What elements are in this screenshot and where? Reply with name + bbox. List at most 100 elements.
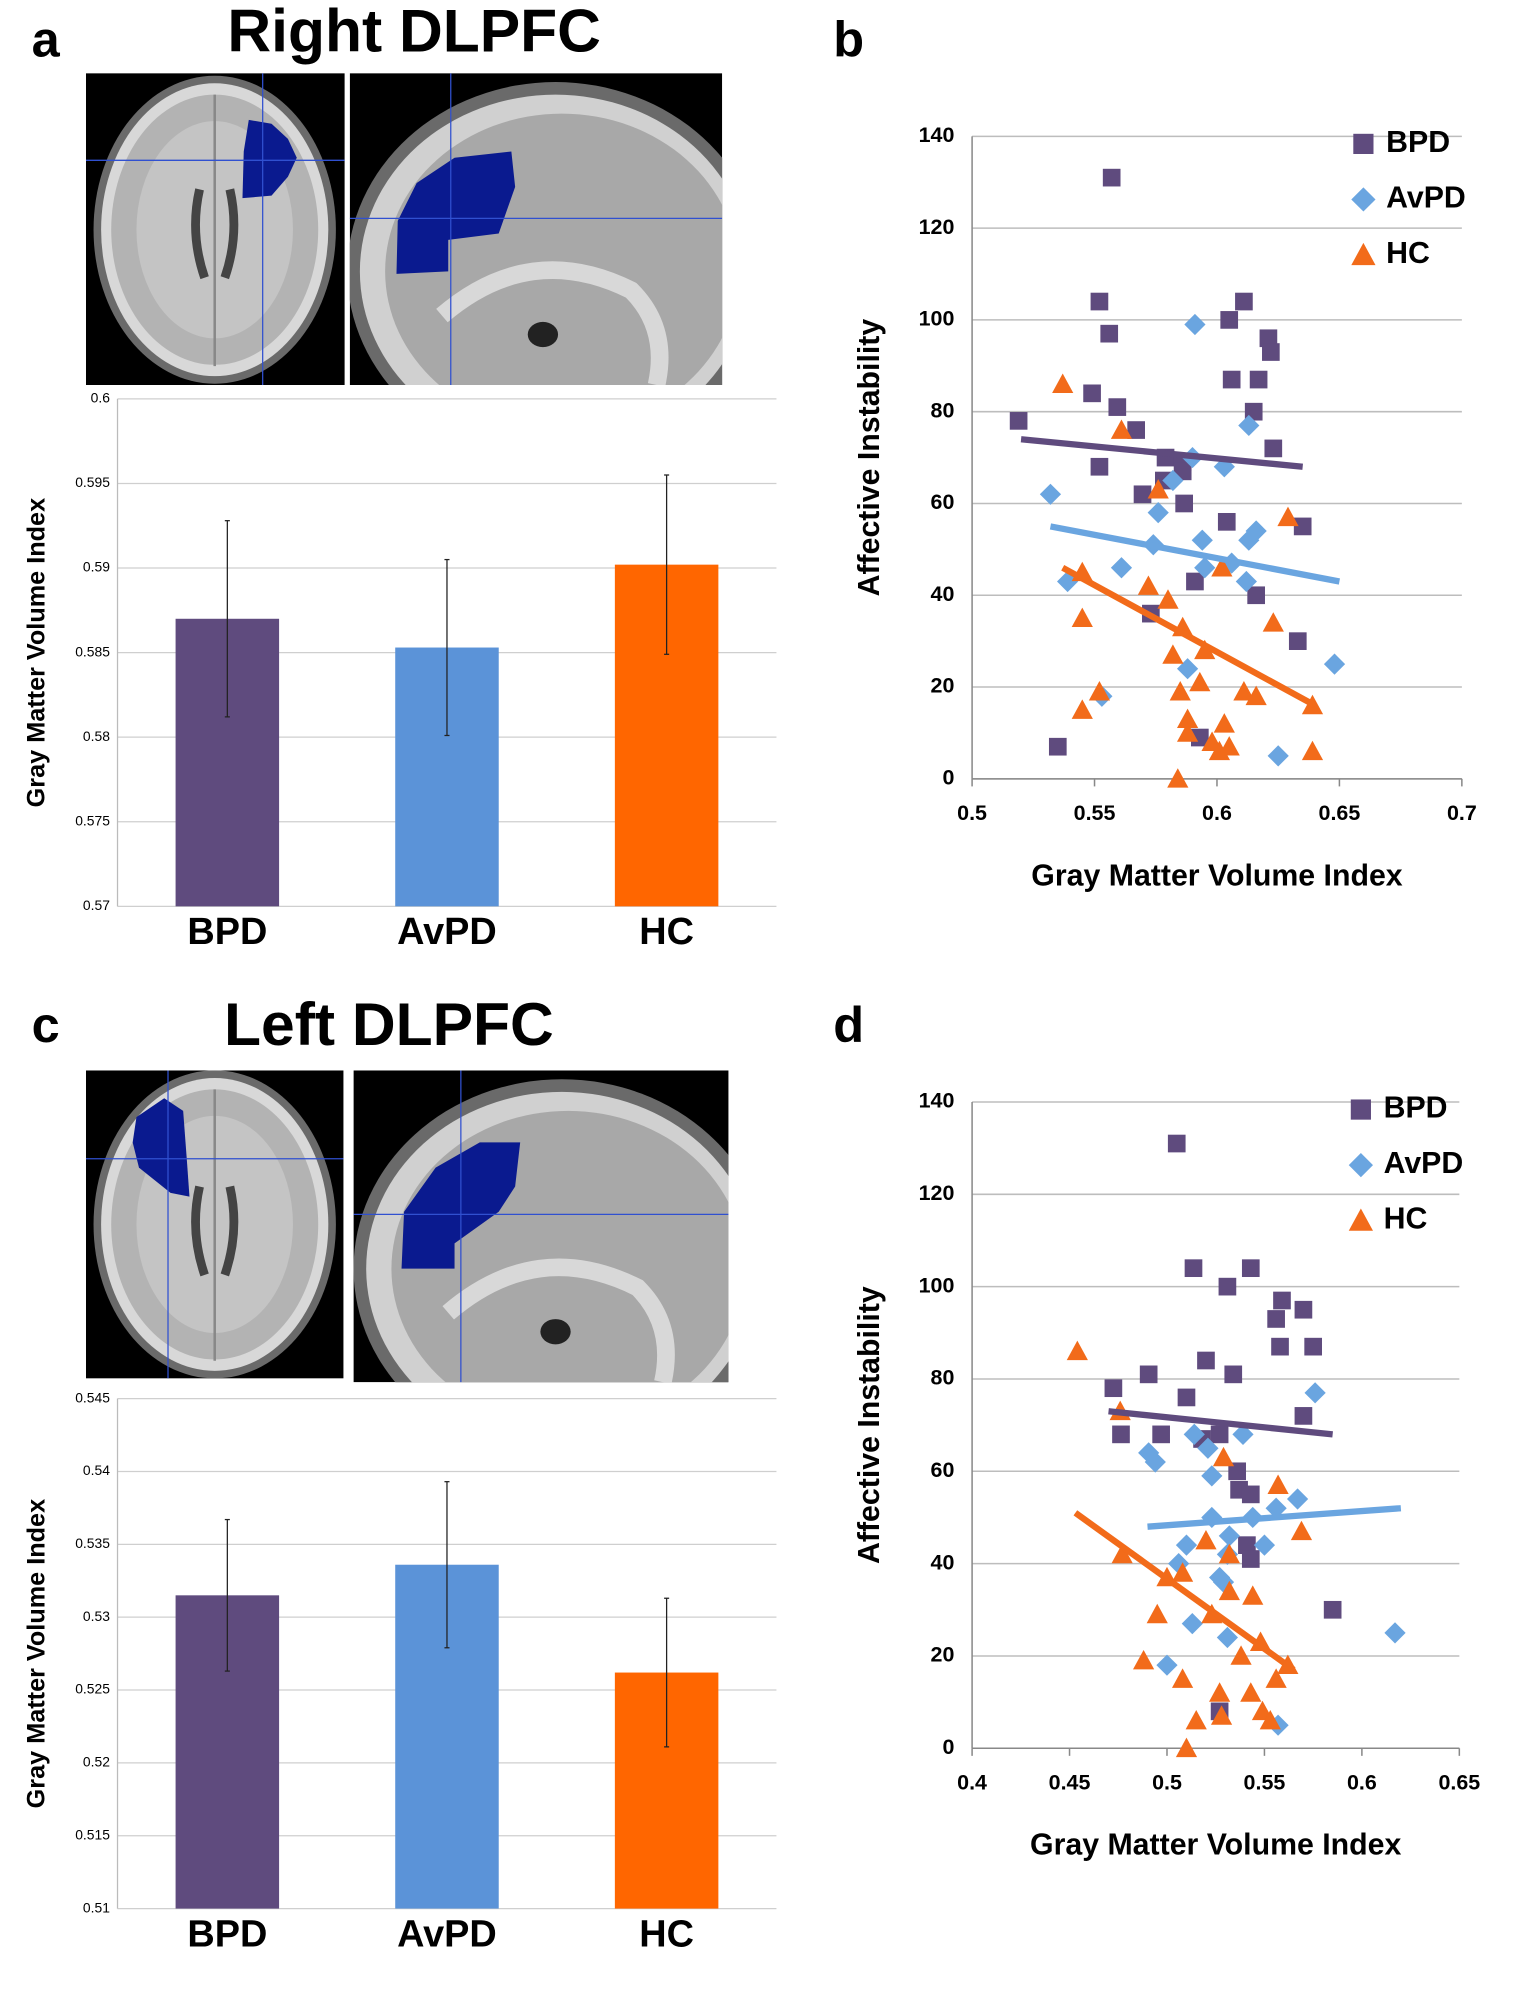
diamond-marker bbox=[1232, 1423, 1254, 1445]
square-marker bbox=[1090, 292, 1109, 311]
diamond-marker bbox=[1348, 1152, 1373, 1178]
square-marker bbox=[1249, 370, 1268, 389]
triangle-marker bbox=[1171, 1562, 1194, 1582]
legend-label: BPD bbox=[1384, 1092, 1448, 1125]
square-marker bbox=[1139, 1365, 1158, 1384]
triangle-marker bbox=[1066, 1340, 1088, 1361]
diamond-marker bbox=[1209, 1566, 1231, 1589]
triangle-marker bbox=[1185, 1709, 1207, 1730]
square-marker bbox=[1262, 343, 1280, 361]
square-marker bbox=[1186, 572, 1204, 591]
diamond-marker bbox=[1304, 1382, 1326, 1404]
triangle-marker bbox=[1277, 506, 1299, 527]
diamond-marker bbox=[1056, 570, 1079, 593]
y-tick-label: 100 bbox=[919, 307, 955, 331]
square-marker bbox=[1112, 1425, 1130, 1444]
square-marker bbox=[1133, 485, 1152, 504]
square-marker bbox=[1241, 1485, 1260, 1504]
square-marker bbox=[1294, 1407, 1313, 1425]
triangle-marker bbox=[1137, 575, 1160, 595]
x-tick-label: HC bbox=[639, 911, 694, 953]
triangle-marker bbox=[1132, 1649, 1155, 1670]
y-tick-label: 40 bbox=[931, 582, 955, 606]
diamond-marker bbox=[1267, 745, 1289, 767]
diamond-marker bbox=[1238, 529, 1260, 551]
square-marker bbox=[1100, 324, 1119, 343]
x-axis-label: Gray Matter Volume Index bbox=[1031, 859, 1402, 892]
square-marker bbox=[1228, 1462, 1246, 1481]
y-tick-label: 0.54 bbox=[83, 1462, 110, 1478]
triangle-marker bbox=[1171, 1668, 1194, 1688]
x-tick-label: AvPD bbox=[397, 911, 497, 953]
triangle-marker bbox=[1176, 722, 1199, 742]
diamond-marker bbox=[1191, 529, 1213, 551]
sagittal-brain-image bbox=[353, 1070, 729, 1383]
triangle-marker bbox=[1218, 1543, 1240, 1564]
diamond-marker bbox=[1138, 1442, 1160, 1464]
square-marker bbox=[1184, 1259, 1203, 1278]
triangle-marker bbox=[1147, 479, 1169, 499]
triangle-marker bbox=[1213, 713, 1235, 733]
diamond-marker bbox=[1168, 1553, 1190, 1575]
triangle-marker bbox=[1052, 373, 1074, 393]
y-tick-label: 0 bbox=[942, 1735, 954, 1759]
diamond-marker bbox=[1175, 1534, 1198, 1556]
diamond-marker bbox=[1194, 557, 1216, 579]
x-tick-label: 0.7 bbox=[1447, 801, 1477, 825]
y-tick-label: 0.58 bbox=[83, 728, 110, 744]
axial-brain-image bbox=[85, 1070, 344, 1379]
square-marker bbox=[1210, 1425, 1229, 1444]
x-tick-label: 0.4 bbox=[957, 1770, 987, 1794]
diamond-marker bbox=[1235, 570, 1257, 593]
sagittal-brain-image bbox=[349, 73, 723, 385]
diamond-marker bbox=[1253, 1534, 1276, 1556]
square-marker bbox=[1288, 632, 1307, 650]
square-marker bbox=[1267, 1310, 1285, 1328]
square-marker bbox=[1350, 1099, 1371, 1120]
square-marker bbox=[1152, 1425, 1170, 1444]
triangle-marker bbox=[1189, 671, 1211, 692]
square-marker bbox=[1224, 1365, 1243, 1384]
panel-label: b bbox=[833, 10, 864, 67]
square-marker bbox=[1294, 1300, 1313, 1319]
square-marker bbox=[1304, 1337, 1322, 1356]
square-marker bbox=[1177, 1388, 1196, 1407]
diamond-marker bbox=[1384, 1622, 1406, 1644]
square-marker bbox=[1271, 1337, 1289, 1356]
y-tick-label: 0.53 bbox=[83, 1608, 110, 1624]
x-tick-label: 0.6 bbox=[1202, 801, 1232, 825]
y-tick-label: 0.52 bbox=[83, 1754, 110, 1770]
y-axis-label: Affective Instability bbox=[853, 1286, 886, 1564]
square-marker bbox=[1217, 512, 1236, 531]
triangle-marker bbox=[1212, 1446, 1235, 1467]
triangle-marker bbox=[1167, 768, 1189, 788]
triangle-marker bbox=[1262, 612, 1284, 632]
square-marker bbox=[1102, 168, 1121, 187]
y-tick-label: 0.575 bbox=[75, 812, 110, 828]
triangle-marker bbox=[1169, 681, 1191, 701]
y-tick-label: 0.535 bbox=[75, 1535, 110, 1551]
y-tick-label: 120 bbox=[919, 1181, 955, 1205]
trend-line bbox=[1020, 436, 1303, 470]
square-marker bbox=[1083, 384, 1101, 403]
square-marker bbox=[1323, 1600, 1342, 1619]
diamond-marker bbox=[1238, 414, 1260, 437]
triangle-marker bbox=[1209, 1682, 1231, 1702]
square-marker bbox=[1218, 1277, 1237, 1296]
square-marker bbox=[1238, 1536, 1256, 1554]
trend-line bbox=[1073, 1510, 1296, 1673]
triangle-marker bbox=[1259, 1709, 1281, 1730]
square-marker bbox=[1222, 370, 1241, 389]
square-marker bbox=[1241, 1259, 1260, 1278]
y-tick-label: 0.585 bbox=[75, 643, 110, 659]
triangle-marker bbox=[1211, 557, 1233, 577]
y-tick-label: 0.51 bbox=[83, 1899, 110, 1915]
y-tick-label: 80 bbox=[931, 398, 955, 422]
square-marker bbox=[1293, 517, 1312, 536]
y-tick-label: 0.525 bbox=[75, 1681, 110, 1697]
y-tick-label: 140 bbox=[919, 1089, 955, 1113]
triangle-marker bbox=[1176, 708, 1199, 729]
y-tick-label: 140 bbox=[919, 123, 955, 147]
y-tick-label: 0 bbox=[942, 766, 954, 790]
